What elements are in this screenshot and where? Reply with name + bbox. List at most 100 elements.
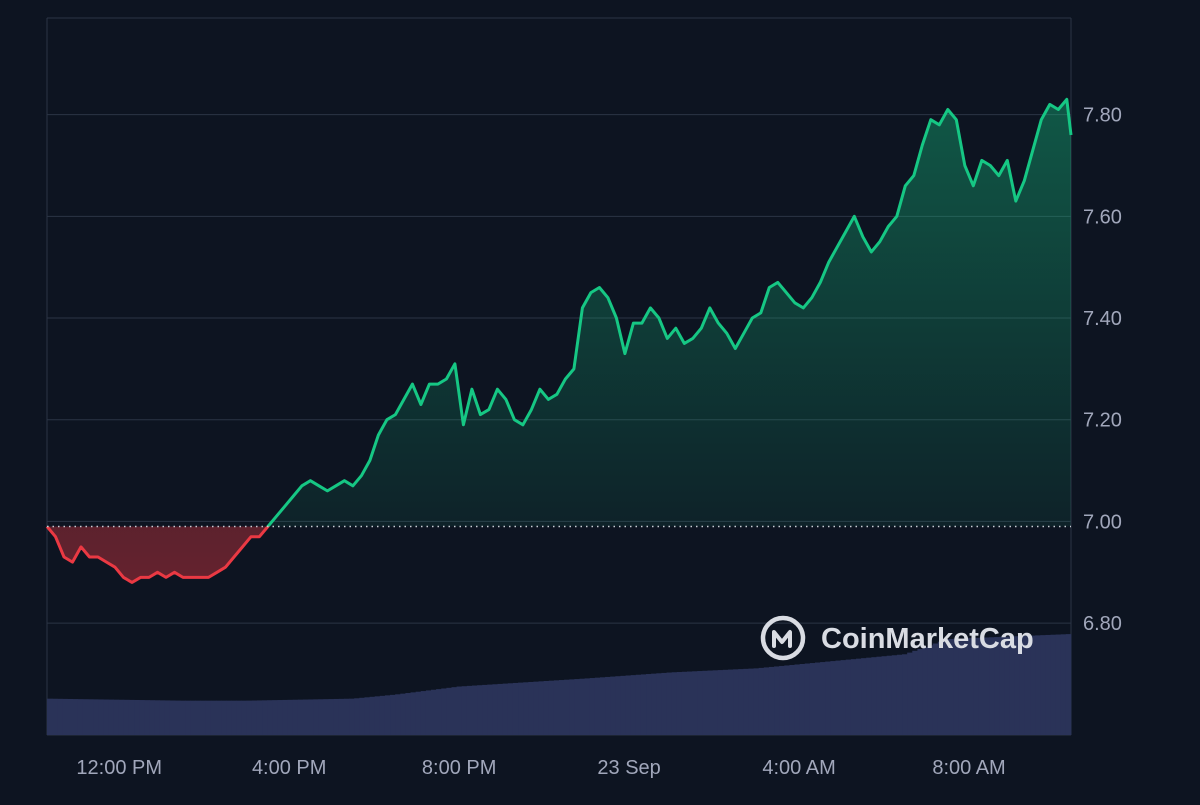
volume-bar [466, 685, 473, 735]
volume-bar [635, 674, 642, 735]
volume-bar [681, 671, 688, 735]
volume-bar [134, 699, 140, 735]
volume-bar [384, 695, 391, 735]
volume-bar [308, 699, 314, 735]
volume-bar [1050, 634, 1057, 735]
volume-bar [533, 681, 539, 735]
volume-bar [697, 671, 703, 735]
y-tick-label: 6.80 [1083, 613, 1122, 635]
volume-bar [820, 662, 826, 735]
volume-bar [482, 684, 488, 735]
volume-bar [589, 678, 596, 735]
volume-bar [625, 675, 632, 735]
volume-bar [1035, 635, 1041, 735]
x-tick-label: 8:00 AM [932, 757, 1005, 779]
y-tick-label: 7.00 [1083, 511, 1122, 533]
volume-bar [292, 699, 299, 735]
volume-bar [431, 689, 437, 735]
volume-bar [108, 699, 114, 735]
volume-bar [702, 670, 708, 735]
volume-bar [958, 638, 964, 735]
volume-bar [850, 659, 857, 735]
volume-bar [574, 679, 580, 735]
volume-bar [825, 661, 831, 735]
volume-bar [256, 700, 263, 735]
volume-bar [190, 700, 196, 735]
volume-bar [978, 637, 985, 735]
volume-bar [917, 648, 923, 735]
volume-bar [794, 664, 801, 735]
volume-bar [646, 674, 652, 735]
volume-bar [1065, 634, 1072, 735]
volume-bar [477, 685, 483, 735]
volume-bar [559, 680, 565, 735]
volume-bar [784, 665, 790, 735]
volume-bar [57, 698, 63, 735]
volume-bar [743, 668, 749, 735]
volume-bar [1024, 635, 1031, 735]
volume-bar [379, 695, 386, 735]
volume-bar [62, 698, 68, 735]
volume-bar [487, 684, 493, 735]
x-tick-label: 12:00 PM [76, 757, 162, 779]
volume-bar [799, 664, 806, 735]
volume-bar [1060, 634, 1067, 735]
volume-bar [436, 689, 442, 735]
volume-bar [512, 682, 519, 735]
volume-bar [251, 700, 258, 735]
volume-bar [1055, 634, 1062, 735]
volume-bar [77, 699, 84, 735]
volume-bar [579, 678, 585, 735]
volume-bar [717, 670, 724, 735]
volume-bar [123, 699, 130, 735]
volume-bar [272, 700, 278, 735]
volume-bar [968, 638, 975, 735]
volume-bar [333, 698, 340, 735]
volume-bar [927, 645, 934, 735]
volume-bar [405, 693, 411, 735]
volume-bar [630, 675, 637, 735]
volume-bar [983, 637, 990, 735]
volume-bar [738, 669, 744, 735]
axes: 6.80 7.00 7.20 7.40 7.60 7.80 12:00 PM 4:00 PM 8… [76, 105, 1122, 779]
volume-bar [1014, 636, 1021, 735]
volume-bar [615, 676, 621, 735]
volume-bar [758, 667, 765, 735]
volume-bar [364, 697, 370, 735]
volume-bar [943, 639, 949, 735]
volume-bar [861, 658, 867, 735]
volume-bar [779, 665, 785, 735]
volume-bar [507, 683, 514, 735]
volume-bar [118, 699, 125, 735]
volume-bar [937, 641, 944, 735]
volume-bar [569, 679, 575, 735]
volume-bar [1004, 636, 1010, 735]
volume-bar [395, 694, 401, 735]
volume-bar [538, 681, 545, 735]
volume-bar [113, 699, 120, 735]
volume-bar [82, 699, 89, 735]
volume-bar [948, 638, 954, 735]
volume-bar [456, 686, 463, 735]
volume-bar [866, 657, 872, 735]
volume-bar [200, 700, 207, 735]
volume-bar [594, 677, 601, 735]
volume-bar [564, 679, 570, 735]
volume-bar [1045, 634, 1051, 735]
volume-bar [159, 700, 166, 735]
volume-bar [651, 673, 657, 735]
volume-bar [763, 667, 770, 735]
volume-bar [548, 680, 555, 735]
volume-bar [584, 678, 591, 735]
volume-bar [692, 671, 698, 735]
volume-bar [328, 699, 335, 735]
volume-bar [420, 691, 427, 735]
volume-bar [830, 661, 836, 735]
volume-bar [932, 643, 939, 735]
volume-bar [543, 681, 550, 735]
volume-bar [72, 699, 79, 735]
volume-bar [671, 672, 678, 735]
volume-bar [989, 637, 995, 735]
volume-bar [175, 700, 181, 735]
